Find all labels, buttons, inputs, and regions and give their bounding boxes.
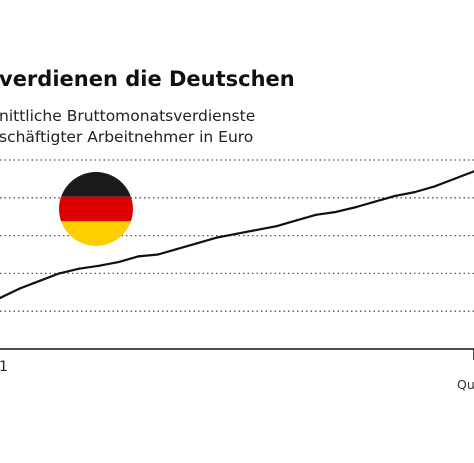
flag-gold-stripe bbox=[59, 221, 133, 246]
data-point bbox=[433, 185, 436, 188]
chart-title: verdienen die Deutschen bbox=[0, 67, 295, 91]
data-point bbox=[314, 213, 318, 216]
data-point bbox=[334, 210, 337, 214]
chart-subtitle-line-1: nittliche Bruttomonatsverdienste bbox=[0, 107, 255, 125]
x-tick-label: 1 bbox=[0, 359, 8, 375]
data-point bbox=[176, 247, 179, 250]
data-point bbox=[117, 260, 120, 264]
data-point bbox=[77, 267, 81, 270]
flag-black-stripe bbox=[59, 172, 133, 197]
data-point bbox=[156, 253, 160, 256]
data-point bbox=[0, 296, 2, 300]
data-points bbox=[0, 170, 474, 300]
source-note: Qu bbox=[457, 377, 474, 392]
flag-red-stripe bbox=[59, 196, 133, 222]
data-point bbox=[58, 272, 61, 275]
data-point bbox=[255, 228, 258, 232]
data-point bbox=[97, 264, 100, 267]
data-point bbox=[453, 177, 456, 180]
data-point bbox=[295, 219, 298, 222]
data-point bbox=[18, 287, 21, 290]
data-point bbox=[354, 206, 357, 209]
data-point bbox=[393, 194, 397, 198]
data-point bbox=[275, 225, 278, 228]
germany-flag-icon bbox=[59, 172, 133, 246]
data-point bbox=[196, 242, 199, 245]
data-point bbox=[216, 236, 219, 239]
data-point bbox=[374, 200, 377, 203]
data-point bbox=[137, 255, 140, 258]
data-point bbox=[38, 279, 41, 283]
data-point bbox=[413, 191, 416, 194]
data-point bbox=[235, 232, 239, 235]
chart-subtitle-line-2: schäftigter Arbeitnehmer in Euro bbox=[0, 128, 253, 146]
